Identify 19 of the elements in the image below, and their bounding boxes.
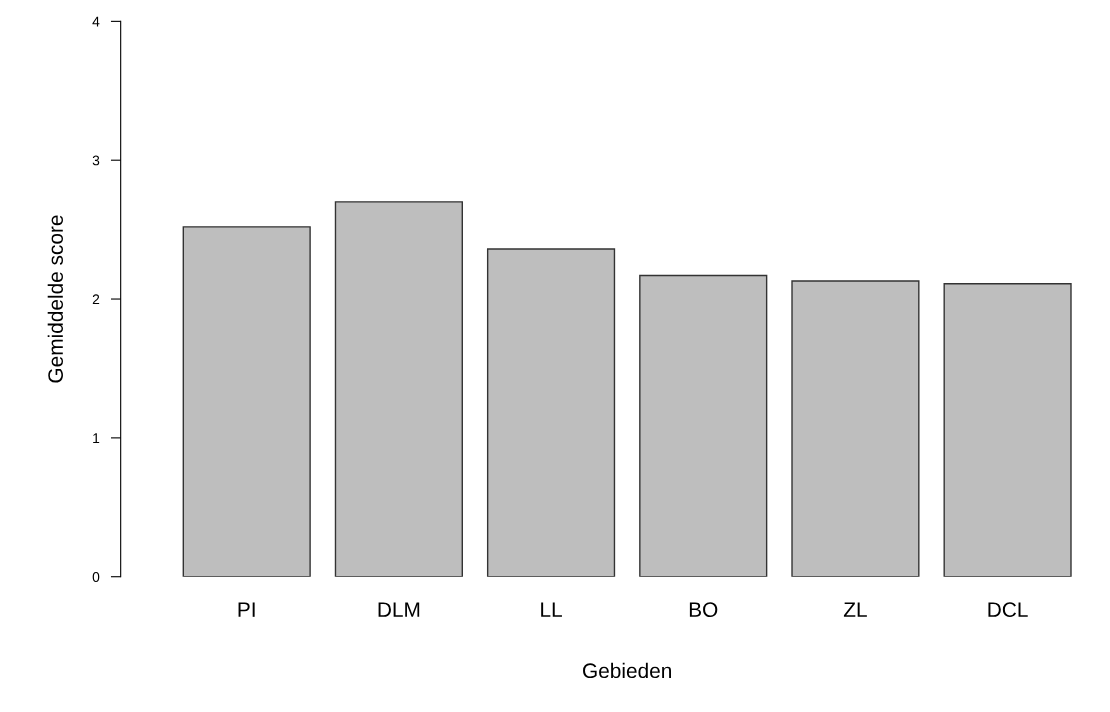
x-tick-label: DLM <box>378 602 420 617</box>
bar <box>943 283 1072 577</box>
x-tick-label: DCL <box>988 602 1028 618</box>
x-axis-title: Gebieden <box>583 662 671 679</box>
bar <box>182 226 311 577</box>
bar <box>639 274 768 577</box>
x-tick-label: ZL <box>843 602 867 617</box>
x-tick-label: LL <box>541 602 562 617</box>
bar <box>334 201 463 577</box>
y-tick-label: 2 <box>92 294 100 305</box>
y-tick-label: 1 <box>93 433 100 443</box>
y-axis-title: Gemiddelde score <box>47 215 63 383</box>
x-tick-label: PI <box>238 602 255 617</box>
y-tick-label: 0 <box>92 572 100 582</box>
y-tick-label: 3 <box>92 155 100 166</box>
x-tick-label: BO <box>689 602 718 618</box>
y-tick-label: 4 <box>92 16 100 27</box>
bar <box>791 280 920 577</box>
bar <box>486 248 616 577</box>
